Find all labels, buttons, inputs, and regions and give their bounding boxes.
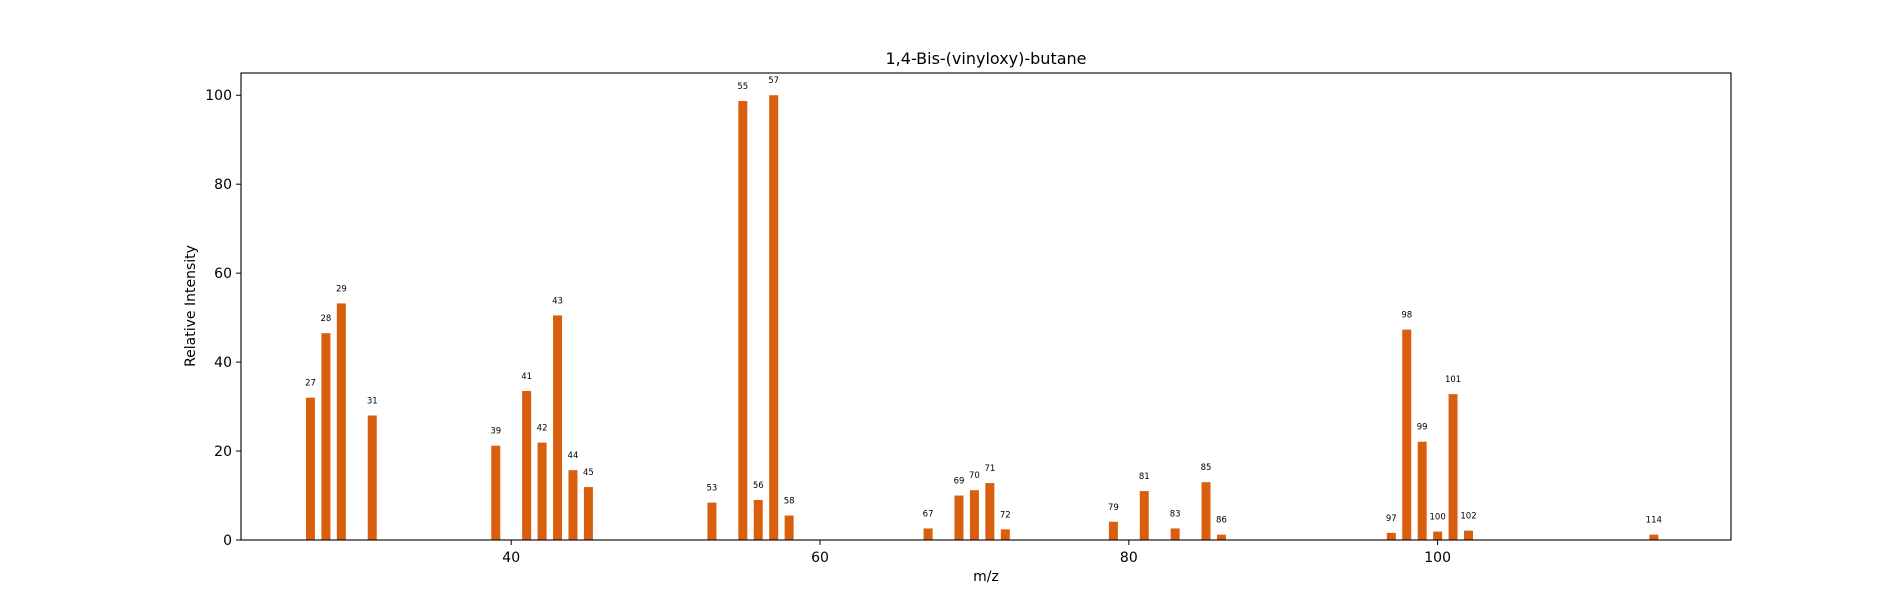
bar-label-mz-72: 72 <box>1000 510 1011 520</box>
bar-label-mz-39: 39 <box>490 427 501 437</box>
bar-mz-79 <box>1108 521 1118 540</box>
bar-mz-45 <box>583 487 593 540</box>
bar-mz-72 <box>1000 529 1010 540</box>
bar-label-mz-83: 83 <box>1170 509 1181 519</box>
bar-mz-57 <box>769 95 779 541</box>
bar-label-mz-57: 57 <box>768 76 779 86</box>
y-axis-ticks: 0 20 40 60 80 100 <box>205 88 241 549</box>
bar-mz-67 <box>923 528 933 540</box>
bar-mz-56 <box>753 499 763 540</box>
bar-label-mz-97: 97 <box>1386 514 1397 524</box>
bar-label-mz-71: 71 <box>984 464 995 474</box>
bar-mz-69 <box>954 495 964 540</box>
bar-label-mz-27: 27 <box>305 379 316 389</box>
bar-mz-28 <box>321 333 331 540</box>
bar-mz-99 <box>1417 441 1427 540</box>
bar-mz-58 <box>784 515 794 540</box>
bar-mz-114 <box>1649 534 1659 540</box>
x-tick-label: 100 <box>1424 550 1451 566</box>
bar-label-mz-42: 42 <box>537 424 548 434</box>
bar-mz-97 <box>1386 532 1396 540</box>
bar-label-mz-100: 100 <box>1430 513 1446 523</box>
bar-label-mz-67: 67 <box>923 509 934 519</box>
bar-mz-102 <box>1464 530 1474 540</box>
bar-mz-44 <box>568 470 578 540</box>
bar-mz-39 <box>491 445 501 540</box>
bar-mz-70 <box>969 490 979 540</box>
bars-group <box>305 95 1659 541</box>
bar-mz-29 <box>336 303 346 540</box>
y-tick-label: 100 <box>205 88 232 104</box>
bar-label-mz-31: 31 <box>367 396 378 406</box>
bar-label-mz-98: 98 <box>1401 311 1412 321</box>
y-tick-label: 60 <box>214 266 232 282</box>
chart-title: 1,4-Bis-(vinyloxy)-butane <box>886 49 1087 68</box>
y-tick-label: 80 <box>214 177 232 193</box>
bar-mz-81 <box>1139 491 1149 540</box>
bar-label-mz-85: 85 <box>1201 463 1212 473</box>
y-tick-label: 20 <box>214 444 232 460</box>
bar-label-mz-56: 56 <box>753 481 764 491</box>
bar-mz-27 <box>305 397 315 540</box>
bar-label-mz-41: 41 <box>521 372 532 382</box>
bar-label-mz-69: 69 <box>954 477 965 487</box>
y-tick-label: 40 <box>214 355 232 371</box>
bar-label-mz-99: 99 <box>1417 423 1428 433</box>
bar-mz-42 <box>537 442 547 540</box>
bar-mz-86 <box>1216 534 1226 540</box>
bar-mz-100 <box>1433 531 1443 540</box>
bar-mz-71 <box>985 483 995 540</box>
bar-mz-55 <box>738 101 748 541</box>
y-axis-label: Relative Intensity <box>183 245 199 367</box>
bar-label-mz-86: 86 <box>1216 516 1227 526</box>
plot-frame <box>240 72 1732 541</box>
bar-label-mz-44: 44 <box>568 451 579 461</box>
x-axis-label: m/z <box>973 569 999 585</box>
bar-label-mz-45: 45 <box>583 468 594 478</box>
bar-labels-group: 27 28 29 31 39 41 42 43 44 45 53 55 56 57 58 67 69 70 71 72… <box>305 76 1662 525</box>
x-tick-label: 40 <box>502 550 520 566</box>
bar-label-mz-114: 114 <box>1646 516 1662 526</box>
bar-label-mz-70: 70 <box>969 471 980 481</box>
bar-mz-85 <box>1201 482 1211 540</box>
bar-label-mz-28: 28 <box>321 314 332 324</box>
y-tick-label: 0 <box>223 533 232 549</box>
x-tick-label: 60 <box>811 550 829 566</box>
bar-mz-101 <box>1448 394 1458 540</box>
bar-label-mz-101: 101 <box>1445 375 1461 385</box>
bar-label-mz-58: 58 <box>784 497 795 507</box>
bar-label-mz-79: 79 <box>1108 503 1119 513</box>
bar-mz-41 <box>522 391 532 540</box>
bar-label-mz-53: 53 <box>707 484 718 494</box>
bar-label-mz-102: 102 <box>1460 512 1476 522</box>
x-axis-ticks: 40 60 80 100 <box>502 540 1451 566</box>
bar-label-mz-55: 55 <box>737 82 748 92</box>
bar-label-mz-43: 43 <box>552 296 563 306</box>
bar-mz-98 <box>1402 329 1412 540</box>
bar-mz-53 <box>707 502 717 540</box>
bar-label-mz-81: 81 <box>1139 472 1150 482</box>
bar-mz-43 <box>553 315 563 540</box>
x-tick-label: 80 <box>1120 550 1138 566</box>
bar-label-mz-29: 29 <box>336 284 347 294</box>
bar-mz-31 <box>367 415 377 540</box>
bar-mz-83 <box>1170 528 1180 540</box>
